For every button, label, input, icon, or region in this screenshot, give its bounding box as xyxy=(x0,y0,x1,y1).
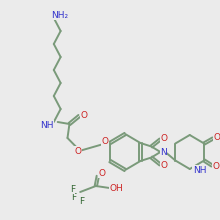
Text: OH: OH xyxy=(110,183,123,192)
Text: NH₂: NH₂ xyxy=(51,11,68,20)
Text: F: F xyxy=(71,192,76,202)
Text: O: O xyxy=(98,169,105,178)
Text: O: O xyxy=(161,161,168,170)
Text: F: F xyxy=(80,196,85,205)
Text: O: O xyxy=(213,133,220,142)
Text: O: O xyxy=(102,136,108,145)
Text: O: O xyxy=(161,134,168,143)
Text: O: O xyxy=(212,162,219,171)
Text: NH: NH xyxy=(40,121,54,130)
Text: N: N xyxy=(160,147,167,156)
Text: F: F xyxy=(70,185,75,194)
Text: O: O xyxy=(81,110,88,119)
Text: NH: NH xyxy=(193,165,206,174)
Text: O: O xyxy=(75,147,82,156)
